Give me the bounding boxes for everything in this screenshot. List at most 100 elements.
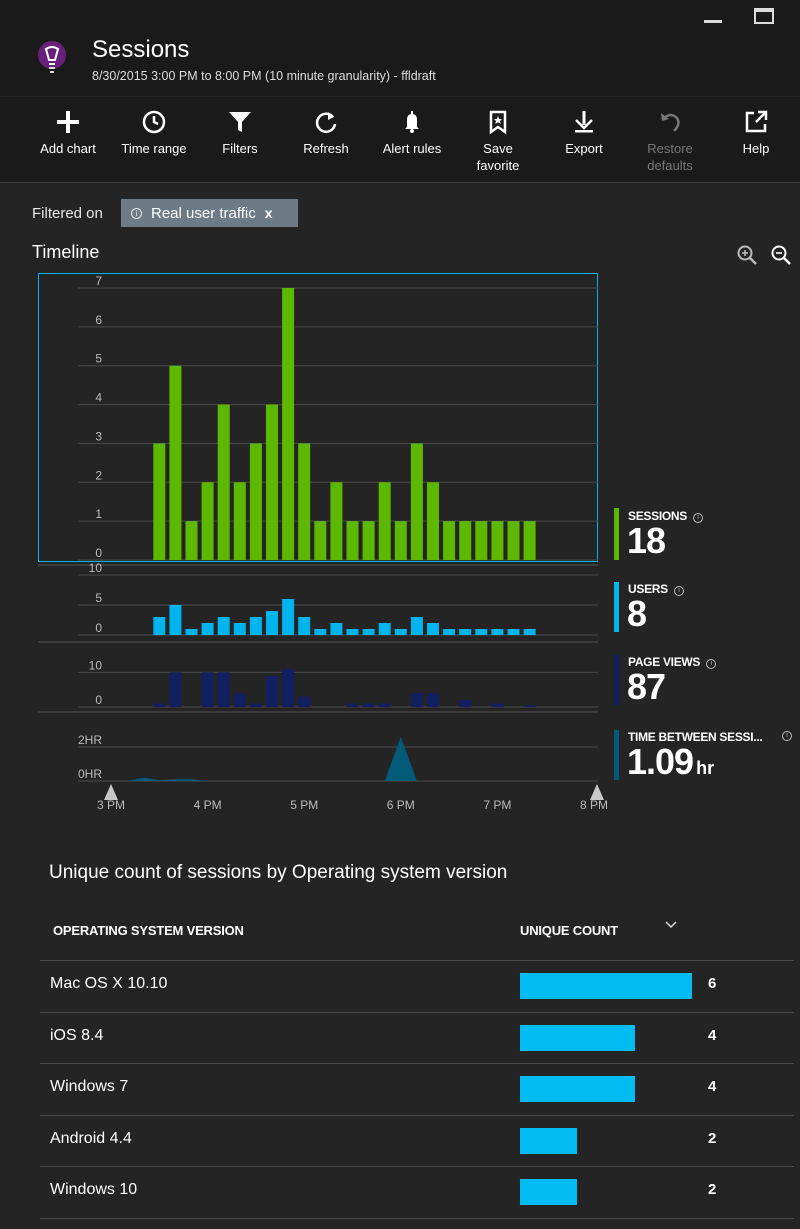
y-tick-label: 5 bbox=[95, 591, 102, 605]
time-range-button[interactable]: Time range bbox=[111, 109, 197, 157]
info-icon[interactable]: i bbox=[782, 731, 792, 741]
minimize-button[interactable] bbox=[704, 20, 722, 23]
y-tick-label: 7 bbox=[95, 274, 102, 288]
sessions-bar bbox=[507, 521, 520, 560]
time-between-kpi-bar bbox=[614, 730, 619, 780]
sessions-bar bbox=[249, 443, 262, 560]
count-bar bbox=[520, 1127, 578, 1154]
sessions-bar bbox=[394, 521, 407, 560]
count-bar bbox=[520, 973, 692, 999]
os-name: Windows 7 bbox=[50, 1078, 129, 1095]
row-divider bbox=[40, 1114, 794, 1116]
restore-defaults-button[interactable]: Restore defaults bbox=[627, 109, 713, 174]
users-bar bbox=[249, 617, 262, 635]
x-tick-label: 4 PM bbox=[194, 798, 222, 812]
info-icon[interactable]: i bbox=[673, 586, 684, 596]
count-column-header[interactable]: UNIQUE COUNT bbox=[520, 923, 618, 938]
chevron-down-icon[interactable] bbox=[664, 920, 678, 930]
y-tick-label: 2 bbox=[95, 468, 102, 482]
count-value: 2 bbox=[708, 1129, 717, 1147]
users-bar bbox=[346, 629, 359, 635]
sessions-bar bbox=[169, 365, 182, 560]
export-button[interactable]: Export bbox=[541, 109, 627, 157]
x-tick-label: 6 PM bbox=[387, 798, 415, 812]
info-icon[interactable]: i bbox=[692, 513, 703, 523]
table-row[interactable]: Windows 10 2 bbox=[40, 1166, 794, 1217]
sessions-bar bbox=[362, 521, 375, 560]
users-bar bbox=[459, 629, 472, 635]
users-bar bbox=[491, 629, 504, 635]
row-divider bbox=[40, 1063, 794, 1064]
page-views-bar bbox=[523, 705, 536, 707]
maximize-button[interactable] bbox=[754, 8, 774, 24]
row-divider bbox=[40, 960, 794, 961]
count-bar bbox=[520, 1024, 635, 1051]
filters-button[interactable]: Filters bbox=[197, 109, 283, 157]
page-views-bar bbox=[169, 672, 182, 707]
x-tick-label: 3 PM bbox=[97, 798, 125, 812]
help-button[interactable]: Help bbox=[713, 109, 799, 157]
page-views-bar bbox=[266, 675, 278, 707]
y-tick-label: 0 bbox=[95, 546, 102, 560]
y-tick-label: 10 bbox=[89, 561, 103, 575]
os-column-header[interactable]: OPERATING SYSTEM VERSION bbox=[53, 923, 244, 938]
users-bar bbox=[378, 623, 391, 635]
bell-icon bbox=[405, 111, 419, 133]
sessions-bar bbox=[443, 521, 456, 560]
table-row[interactable]: iOS 8.4 4 bbox=[40, 1012, 794, 1063]
alert-rules-button[interactable]: Alert rules bbox=[369, 109, 455, 157]
row-divider bbox=[40, 1011, 794, 1013]
close-icon[interactable]: x bbox=[264, 205, 273, 221]
sessions-bar bbox=[298, 443, 311, 560]
users-bar bbox=[330, 623, 343, 635]
y-tick-label: 1 bbox=[95, 507, 102, 521]
os-table-title: Unique count of sessions by Operating sy… bbox=[49, 862, 508, 883]
page-views-bar bbox=[217, 672, 230, 707]
users-bar bbox=[266, 611, 278, 635]
page-views-bar bbox=[249, 703, 262, 707]
plus-icon bbox=[57, 111, 79, 133]
zoom-out-icon[interactable] bbox=[770, 244, 792, 266]
users-kpi-label: USERS i bbox=[628, 582, 684, 596]
users-bar bbox=[443, 629, 456, 635]
users-kpi-bar bbox=[614, 582, 619, 632]
sessions-bar bbox=[475, 521, 488, 560]
users-bar bbox=[362, 629, 375, 635]
page-views-bar bbox=[346, 703, 359, 707]
table-row[interactable]: Android 4.4 2 bbox=[40, 1115, 794, 1166]
table-row[interactable]: Windows 7 4 bbox=[40, 1063, 794, 1114]
y-tick-label: 3 bbox=[95, 429, 102, 443]
count-value: 6 bbox=[708, 975, 717, 992]
info-icon: i bbox=[131, 207, 142, 219]
add-chart-button[interactable]: Add chart bbox=[25, 109, 111, 157]
users-bar bbox=[169, 605, 182, 635]
sessions-bar bbox=[233, 482, 246, 560]
funnel-icon bbox=[229, 112, 251, 132]
page-views-bar bbox=[282, 668, 295, 707]
zoom-in-icon[interactable] bbox=[736, 244, 758, 266]
y-tick-label: 0 bbox=[95, 621, 102, 635]
save-favorite-button[interactable]: Save favorite bbox=[455, 109, 541, 174]
range-start-handle bbox=[104, 784, 118, 800]
time-between-area bbox=[111, 736, 594, 781]
users-bar bbox=[298, 617, 311, 635]
sessions-bar bbox=[378, 482, 391, 560]
page-views-bar bbox=[233, 693, 246, 707]
table-row[interactable]: Mac OS X 10.10 6 bbox=[40, 960, 794, 1011]
sessions-bar bbox=[459, 521, 472, 560]
lightbulb-icon bbox=[38, 41, 66, 73]
filter-chip[interactable]: i Real user traffic x bbox=[121, 199, 298, 227]
info-icon[interactable]: i bbox=[706, 659, 717, 669]
os-name: Android 4.4 bbox=[50, 1129, 132, 1147]
sessions-kpi-label: SESSIONS i bbox=[628, 509, 703, 523]
users-bar bbox=[201, 623, 214, 635]
x-tick-label: 5 PM bbox=[290, 798, 318, 812]
users-bar bbox=[217, 617, 230, 635]
sessions-bar bbox=[201, 482, 214, 560]
x-tick-label: 7 PM bbox=[483, 798, 511, 812]
row-divider bbox=[40, 1166, 794, 1167]
sessions-bar bbox=[153, 443, 166, 560]
y-tick-label: 10 bbox=[89, 658, 103, 672]
refresh-button[interactable]: Refresh bbox=[283, 109, 369, 157]
